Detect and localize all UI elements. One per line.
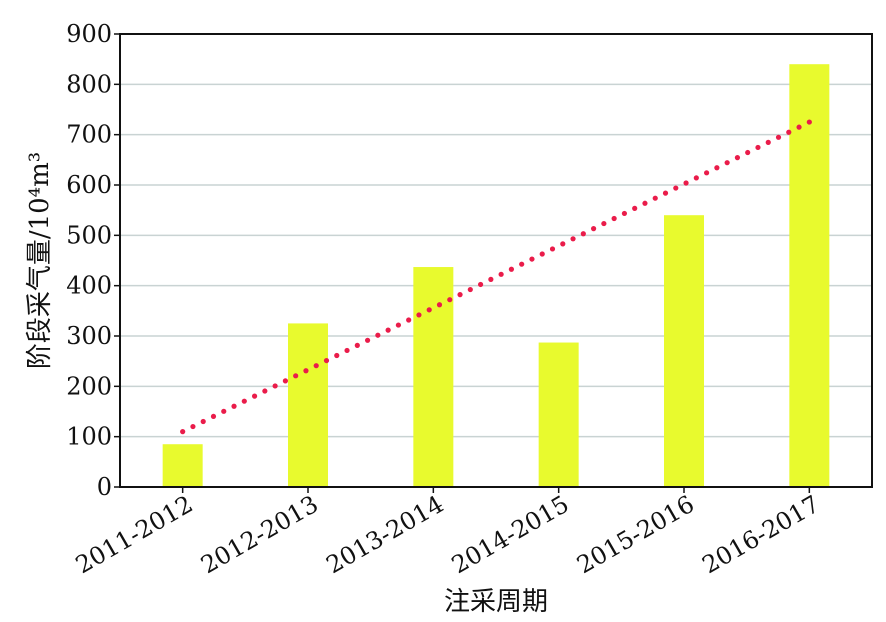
x-tick-label: 2014-2015 — [447, 490, 574, 579]
trendline-dot — [590, 226, 597, 232]
trendline-dot — [467, 286, 473, 293]
y-tick-label: 0 — [97, 473, 112, 501]
trendline-dot — [765, 139, 771, 145]
trendline-dot — [498, 271, 504, 277]
plot-frame — [119, 33, 873, 488]
y-tick-label: 900 — [66, 20, 112, 48]
trendline-dot — [323, 357, 330, 364]
trendline-dot — [601, 220, 607, 227]
trendline-dot — [303, 368, 309, 374]
y-tick-label: 200 — [66, 372, 112, 400]
trendline-dot — [180, 429, 186, 435]
trendline-dot — [190, 423, 196, 430]
trendline-dot — [632, 205, 638, 211]
x-tick-label: 2015-2016 — [572, 490, 699, 579]
x-tick-label: 2012-2013 — [196, 490, 323, 579]
trendline-dot — [282, 378, 288, 384]
x-axis-title: 注采周期 — [444, 587, 548, 617]
bar — [538, 342, 579, 487]
trendline-dot — [200, 418, 206, 425]
trendline-dot — [734, 155, 741, 161]
trendline-dot — [714, 165, 720, 171]
trendline-dot — [477, 281, 484, 288]
trendline-dot — [272, 383, 278, 389]
x-tick-label: 2016-2017 — [698, 490, 825, 579]
x-tick-label: 2011-2012 — [71, 490, 198, 579]
trendline-dot — [652, 195, 658, 201]
y-tick-label: 500 — [66, 221, 112, 249]
trendline-dot — [745, 149, 751, 156]
trendline-dot — [580, 231, 586, 237]
y-tick-label: 600 — [66, 171, 112, 199]
trendline-dot — [293, 373, 299, 379]
trendline-dot — [539, 251, 545, 257]
trendline-dot — [570, 236, 576, 242]
y-tick-label: 300 — [66, 322, 112, 350]
trendline-dot — [416, 312, 422, 318]
trendline-dot — [519, 261, 525, 267]
trendline-dot — [313, 363, 319, 369]
trendline-dot — [457, 292, 463, 298]
trendline-dot — [549, 246, 556, 252]
trendline-dot — [488, 276, 494, 282]
trendline-dot — [406, 317, 412, 323]
y-tick-label: 400 — [66, 272, 112, 300]
bar — [288, 323, 328, 487]
trendline-dot — [704, 170, 710, 176]
bar — [789, 64, 830, 487]
trendline-dot — [426, 307, 432, 313]
y-tick-label: 700 — [66, 121, 112, 149]
trendline-dot — [334, 352, 340, 359]
trendline-dot — [724, 160, 730, 166]
trendline-dot — [621, 210, 628, 217]
trendline-dot — [354, 342, 360, 348]
bar — [664, 215, 704, 487]
trendline-dot — [775, 134, 782, 140]
bar — [162, 444, 203, 487]
trendline-dot — [210, 413, 217, 420]
y-axis-title: 阶段采气量/10⁴m³ — [25, 152, 55, 369]
trendline-dot — [251, 393, 258, 399]
trendline-dot — [560, 241, 566, 247]
trendline-dot — [221, 408, 227, 414]
trendline-group — [180, 119, 812, 435]
trendline-dot — [693, 175, 699, 181]
trendline-dot — [673, 185, 679, 191]
trendline-dot — [755, 144, 761, 151]
y-axis-ticks: 0 100 200 300 400 500 600 700 800 900 — [66, 20, 120, 501]
x-axis-ticks: 2011-20122012-20132013-20142014-20152015… — [71, 487, 824, 579]
trendline-dot — [344, 347, 350, 354]
y-tick-label: 100 — [66, 423, 112, 451]
trendline-dot — [231, 403, 237, 409]
trendline-dot — [447, 297, 453, 303]
trendline-dot — [529, 256, 535, 262]
trendline-dot — [683, 180, 689, 186]
y-tick-label: 800 — [66, 70, 112, 98]
trendline-dot — [786, 129, 792, 135]
trendline-dot — [508, 266, 515, 272]
trendline-dot — [796, 124, 802, 130]
trendline-dot — [241, 398, 247, 404]
gridlines — [120, 83, 872, 438]
trendline-dot — [662, 190, 669, 196]
trendline-dot — [395, 322, 402, 328]
trendline-dot — [385, 327, 391, 333]
bar — [413, 267, 454, 487]
trendline-dot — [364, 337, 371, 343]
trendline-dot — [262, 388, 268, 394]
trendline-dot — [611, 215, 617, 222]
trendline-dot — [642, 200, 648, 206]
x-tick-label: 2013-2014 — [322, 490, 449, 579]
trendline-dot — [436, 302, 443, 308]
trendline-dot — [806, 119, 812, 125]
bars — [162, 64, 830, 487]
trendline-dot — [375, 332, 381, 338]
